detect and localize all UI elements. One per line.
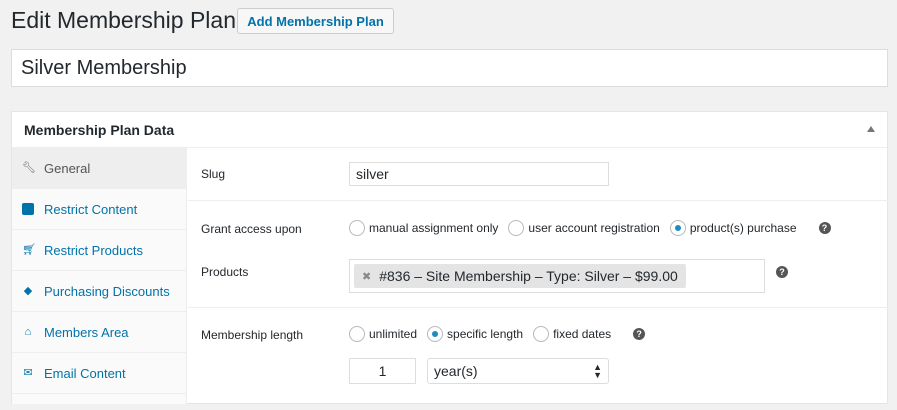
- tab-purchasing-discounts[interactable]: ◆ Purchasing Discounts: [12, 271, 186, 312]
- tab-members-area[interactable]: ⌂ Members Area: [12, 312, 186, 353]
- divider: [188, 200, 888, 201]
- grant-access-label: Grant access upon: [201, 222, 302, 236]
- panel-title: Membership Plan Data: [24, 121, 175, 138]
- radio-specific-length[interactable]: specific length: [427, 326, 523, 342]
- content-icon: [22, 203, 34, 215]
- panel-header[interactable]: Membership Plan Data: [12, 112, 887, 148]
- tab-restrict-content[interactable]: Restrict Content: [12, 189, 186, 230]
- tab-restrict-products[interactable]: 🛒︎ Restrict Products: [12, 230, 186, 271]
- wrench-icon: 🔧︎: [22, 162, 36, 174]
- remove-product-icon[interactable]: ✖: [362, 270, 372, 283]
- help-icon[interactable]: ?: [818, 222, 831, 234]
- radio-product-purchase[interactable]: product(s) purchase: [669, 220, 797, 236]
- length-unit-select[interactable]: year(s) ▲ ▼: [427, 358, 609, 384]
- tab-email-content[interactable]: ✉ Email Content: [12, 353, 186, 394]
- grant-access-options: manual assignment only user account regi…: [349, 220, 831, 236]
- products-select[interactable]: ✖ #836 – Site Membership – Type: Silver –…: [349, 259, 765, 293]
- membership-plan-data-panel: Membership Plan Data 🔧︎ General Restrict …: [11, 111, 888, 404]
- divider: [188, 307, 888, 308]
- select-arrows-icon: ▲ ▼: [593, 362, 602, 380]
- email-icon: ✉: [23, 367, 33, 379]
- length-options: unlimited specific length fixed dates ?: [349, 326, 646, 342]
- slug-label: Slug: [201, 167, 226, 181]
- radio-manual-assignment[interactable]: manual assignment only: [349, 220, 498, 236]
- help-icon[interactable]: ?: [633, 328, 646, 340]
- collapse-toggle-icon[interactable]: [867, 126, 875, 132]
- membership-length-label: Membership length: [201, 328, 304, 342]
- help-icon[interactable]: ?: [776, 266, 788, 278]
- radio-fixed-dates[interactable]: fixed dates: [533, 326, 611, 342]
- tag-icon: ◆: [23, 285, 33, 297]
- tab-general[interactable]: 🔧︎ General: [12, 148, 186, 189]
- products-label: Products: [201, 265, 249, 279]
- plan-title-input[interactable]: Silver Membership: [11, 49, 888, 87]
- product-chip: ✖ #836 – Site Membership – Type: Silver –…: [354, 264, 686, 288]
- radio-user-registration[interactable]: user account registration: [508, 220, 660, 236]
- tabs-sidebar: 🔧︎ General Restrict Content 🛒︎ Restrict Pr…: [12, 148, 187, 404]
- cart-icon: 🛒︎: [22, 244, 36, 256]
- home-icon: ⌂: [24, 326, 32, 338]
- slug-input[interactable]: silver: [349, 162, 609, 186]
- page-title: Edit Membership Plan: [11, 7, 236, 33]
- length-value-input[interactable]: 1: [349, 358, 416, 384]
- add-membership-plan-button[interactable]: Add Membership Plan: [237, 8, 394, 34]
- radio-unlimited[interactable]: unlimited: [349, 326, 417, 342]
